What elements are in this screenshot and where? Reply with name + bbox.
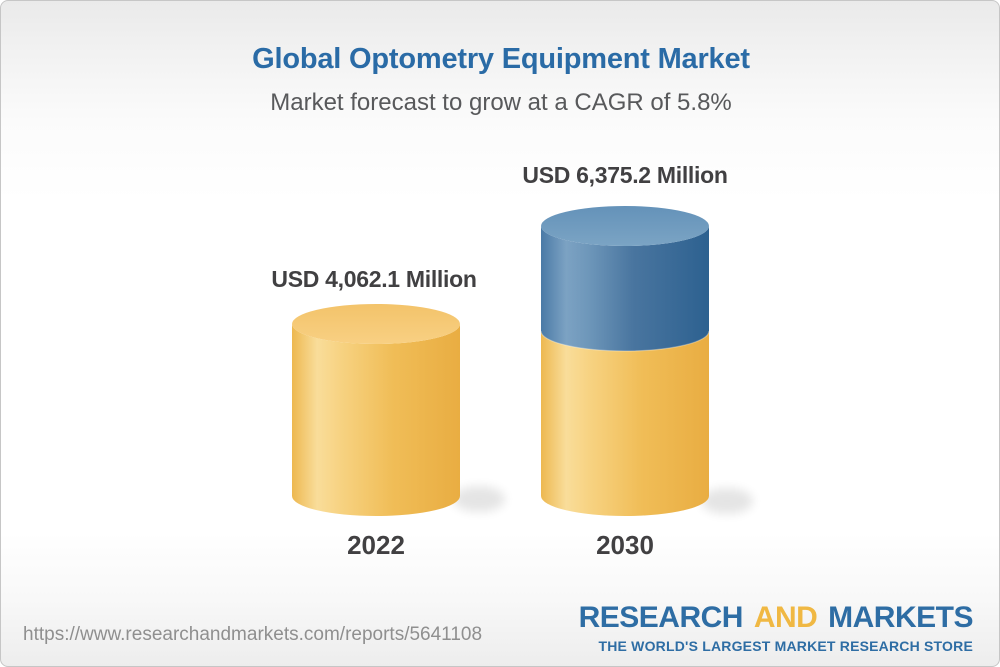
bar-2022-shadow (453, 486, 505, 512)
bar-2022-value-label: USD 4,062.1 Million (271, 266, 477, 292)
bar-2030-category-label: 2030 (596, 530, 654, 560)
logo-word-research: RESEARCH (578, 601, 744, 634)
logo-tagline: THE WORLD'S LARGEST MARKET RESEARCH STOR… (598, 638, 973, 654)
bar-2022-category-label: 2022 (347, 530, 405, 560)
bar-2030-base-segment (541, 331, 709, 516)
logo-word-markets: MARKETS (828, 601, 973, 634)
researchandmarkets-logo: RESEARCH AND MARKETS THE WORLD'S LARGEST… (578, 601, 974, 655)
bar-2030-cylinder (540, 206, 710, 516)
bar-2022-body (292, 324, 460, 516)
logo-word-and: AND (753, 601, 818, 634)
bar-2022-cylinder (292, 304, 460, 516)
bar-2030-top-face (541, 206, 709, 246)
bar-2030-growth-segment (541, 226, 709, 351)
chart-title: Global Optometry Equipment Market (252, 43, 750, 75)
bar-2030-value-label: USD 6,375.2 Million (522, 162, 728, 188)
logo-wordmark: RESEARCH AND MARKETS (578, 601, 974, 634)
bar-2030-shadow (701, 488, 753, 514)
bar-2022-top-face (292, 304, 460, 344)
bar-2030-segment-junction (540, 330, 710, 352)
report-url: https://www.researchandmarkets.com/repor… (23, 624, 483, 645)
chart-subtitle: Market forecast to grow at a CAGR of 5.8… (270, 89, 732, 116)
